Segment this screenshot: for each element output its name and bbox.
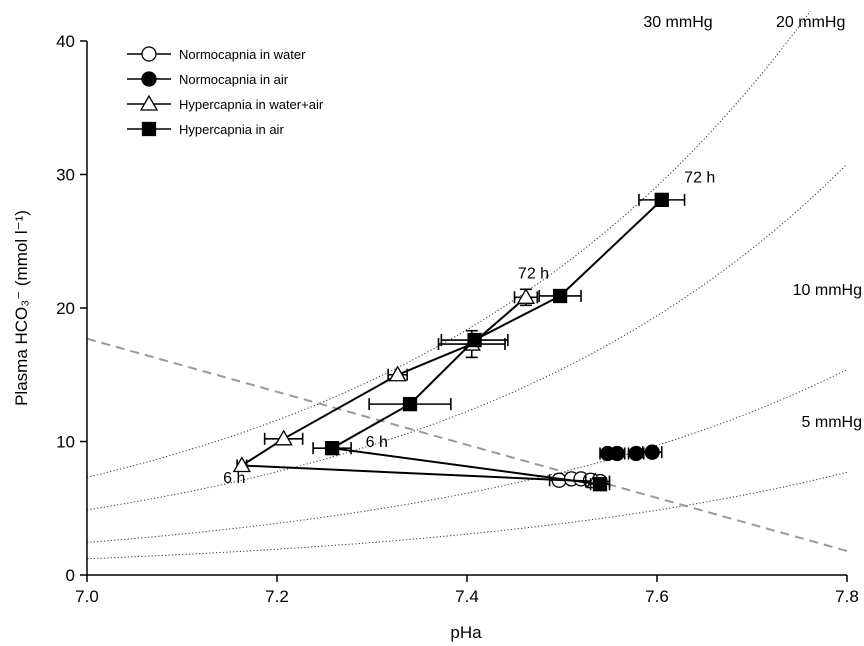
isopleth-line: [87, 369, 848, 543]
axes: 7.0 7.2 7.4 7.6 7.8 0 10 20 30 40: [56, 32, 859, 606]
legend-marker: [139, 94, 159, 111]
isopleth-label: 10 mmHg: [793, 282, 862, 299]
x-tick-label: 7.6: [645, 587, 669, 606]
annotation-layer: 6 h 6 h 72 h 72 h: [223, 170, 715, 487]
legend-label: Normocapnia in water: [179, 47, 306, 62]
data-point: [609, 445, 625, 462]
x-tick-label: 7.8: [835, 587, 859, 606]
isopleth-label: 5 mmHg: [802, 414, 862, 431]
data-point: [516, 288, 536, 304]
data-point: [232, 456, 251, 473]
series-group: [312, 192, 686, 492]
annotation-label: 6 h: [223, 470, 245, 487]
legend-marker: [141, 71, 157, 87]
y-tick-label: 20: [56, 299, 75, 318]
legend-label: Hypercapnia in air: [179, 122, 284, 137]
buffer-line-layer: [86, 337, 848, 552]
data-point: [388, 365, 407, 382]
y-axis-label: Plasma HCO₃⁻ (mmol l⁻¹): [12, 210, 31, 406]
data-point: [402, 396, 418, 412]
legend-marker: [141, 121, 157, 137]
series-group: [599, 444, 663, 462]
isopleth-layer: [87, 11, 848, 560]
data-point: [654, 192, 669, 208]
data-point: [324, 441, 340, 456]
series-line: [329, 199, 663, 486]
x-tick-label: 7.4: [455, 587, 479, 606]
legend-label: Hypercapnia in water+air: [179, 97, 324, 112]
series-line: [238, 296, 596, 483]
y-tick-label: 10: [56, 433, 75, 452]
data-point: [552, 288, 568, 304]
y-tick-label: 0: [66, 566, 75, 585]
data-point: [467, 332, 482, 348]
data-point: [628, 445, 644, 462]
legend-marker: [141, 46, 157, 62]
annotation-label: 72 h: [518, 266, 549, 283]
x-tick-label: 7.2: [265, 587, 289, 606]
data-point: [274, 429, 293, 446]
data-point: [644, 444, 660, 460]
series-layer: [232, 192, 686, 492]
buffer-line: [86, 337, 848, 552]
isopleth-line: [87, 471, 848, 560]
data-point: [592, 477, 608, 492]
legend-label: Normocapnia in air: [179, 72, 289, 87]
annotation-label: 6 h: [366, 434, 388, 451]
x-axis-label: pHa: [450, 623, 482, 642]
annotation-label: 72 h: [684, 170, 715, 187]
isopleth-line: [87, 163, 848, 511]
y-tick-label: 30: [56, 166, 75, 185]
x-tick-label: 7.0: [75, 587, 99, 606]
isopleth-label: 20 mmHg: [776, 14, 845, 31]
isopleth-label: 30 mmHg: [643, 14, 712, 31]
series-group: [232, 288, 606, 489]
isopleth-line: [87, 11, 812, 478]
legend: Normocapnia in water Normocapnia in air Hy…: [127, 46, 324, 137]
y-tick-label: 40: [56, 32, 75, 51]
